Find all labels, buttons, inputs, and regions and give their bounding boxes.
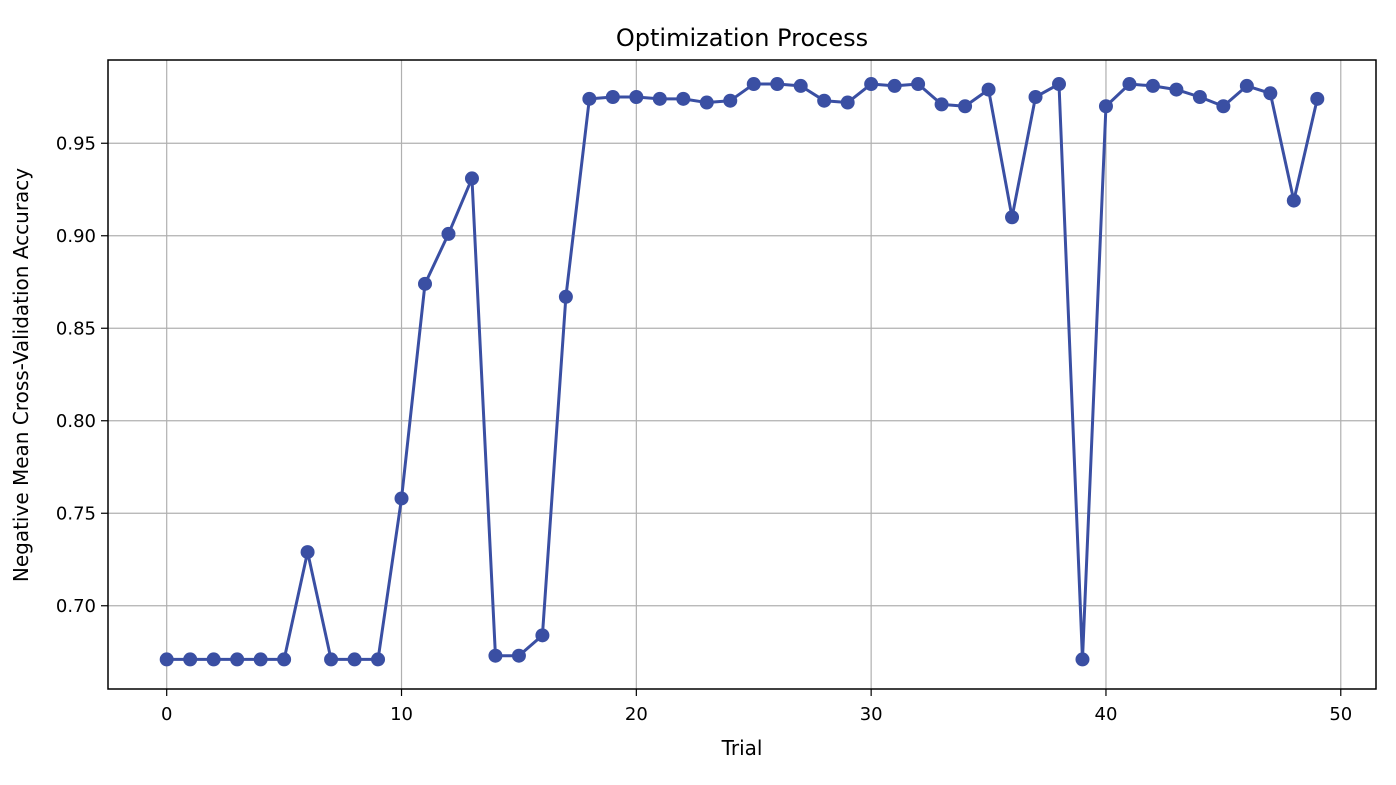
data-point: [723, 93, 738, 108]
data-point: [911, 77, 926, 92]
data-point: [371, 652, 386, 667]
data-point: [277, 652, 292, 667]
data-point: [464, 171, 479, 186]
y-tick-label: 0.85: [56, 318, 96, 339]
y-tick-label: 0.95: [56, 133, 96, 154]
x-tick-label: 50: [1329, 704, 1352, 725]
y-tick-label: 0.75: [56, 503, 96, 524]
data-point: [746, 77, 761, 92]
data-point: [394, 491, 409, 506]
data-point: [159, 652, 174, 667]
data-point: [1075, 652, 1090, 667]
data-point: [1263, 86, 1278, 101]
data-point: [676, 91, 691, 106]
data-point: [253, 652, 268, 667]
data-point: [958, 99, 973, 114]
data-point: [206, 652, 221, 667]
data-point: [324, 652, 339, 667]
data-point: [629, 90, 644, 104]
data-point: [652, 91, 667, 106]
data-point: [1098, 99, 1113, 114]
data-point: [347, 652, 362, 667]
data-point: [605, 90, 620, 104]
y-tick-label: 0.80: [56, 411, 96, 432]
data-point: [699, 95, 714, 110]
x-tick-label: 20: [625, 704, 648, 725]
data-point: [770, 77, 785, 92]
series-polyline: [166, 82, 1319, 661]
data-point: [887, 78, 902, 93]
data-point: [230, 652, 245, 667]
plot-frame: [107, 59, 1377, 690]
data-point: [1192, 90, 1207, 104]
data-point: [1028, 90, 1043, 104]
data-point: [441, 226, 456, 241]
x-axis: 0 10 20 30 40 50: [161, 689, 1352, 725]
data-point: [1122, 77, 1137, 92]
data-point: [793, 78, 808, 93]
y-axis: 0.70 0.75 0.80 0.85 0.90 0.95: [56, 133, 108, 617]
data-point: [817, 93, 832, 108]
series-line: [159, 77, 1325, 667]
data-point: [1052, 77, 1066, 92]
data-point: [1145, 78, 1160, 93]
x-tick-label: 40: [1095, 704, 1118, 725]
data-point: [418, 276, 432, 291]
data-point: [934, 97, 949, 112]
data-point: [1310, 91, 1325, 106]
data-point: [183, 652, 198, 667]
data-point: [535, 628, 550, 643]
x-tick-label: 0: [161, 704, 172, 725]
data-point: [582, 91, 597, 106]
y-tick-label: 0.70: [56, 596, 96, 617]
data-point: [1169, 82, 1184, 97]
data-point: [300, 545, 315, 560]
data-point: [558, 289, 573, 304]
data-point: [1286, 193, 1301, 208]
data-point: [981, 82, 996, 97]
data-point: [864, 77, 879, 92]
data-point: [488, 648, 503, 663]
data-point: [1216, 99, 1231, 114]
x-tick-label: 30: [860, 704, 883, 725]
chart-title: Optimization Process: [616, 24, 868, 52]
data-point: [1239, 78, 1254, 93]
data-point: [511, 648, 526, 663]
y-axis-label: Negative Mean Cross-Validation Accuracy: [9, 168, 33, 582]
y-tick-label: 0.90: [56, 226, 96, 247]
x-tick-label: 10: [390, 704, 413, 725]
x-axis-label: Trial: [721, 736, 763, 760]
data-point: [1005, 210, 1020, 225]
data-point: [840, 95, 855, 110]
